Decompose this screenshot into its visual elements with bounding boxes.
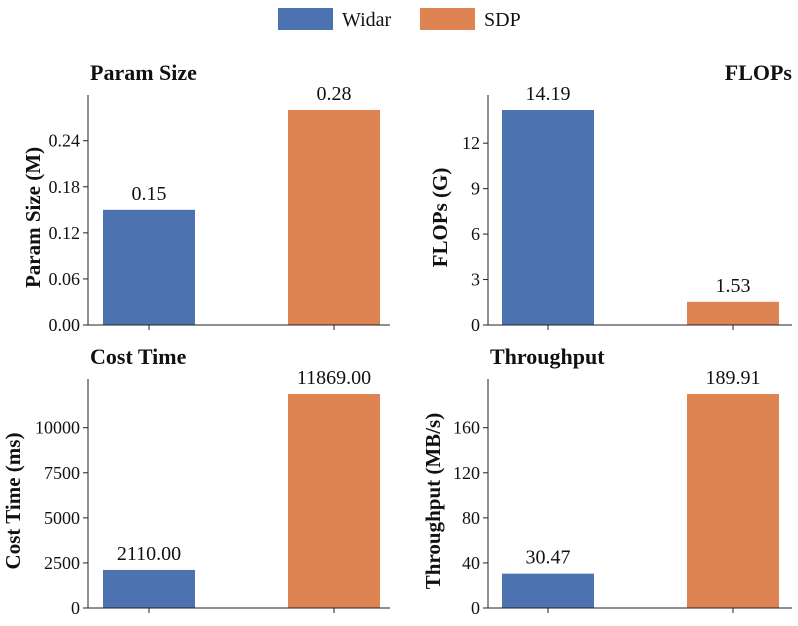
data-label-flops-widar: 14.19 bbox=[526, 83, 571, 105]
y-tick-label-flops-0: 0 bbox=[471, 315, 480, 335]
bar-throughput-widar bbox=[502, 573, 594, 608]
legend-label-widar: Widar bbox=[342, 9, 392, 31]
data-label-param-size-widar: 0.15 bbox=[132, 183, 167, 205]
legend-swatch-widar bbox=[278, 8, 333, 30]
data-label-cost-time-widar: 2110.00 bbox=[117, 543, 181, 565]
y-tick-label-param-size-4: 0.24 bbox=[49, 131, 81, 151]
y-tick-label-param-size-2: 0.12 bbox=[49, 223, 81, 243]
chart-title-param-size: Param Size bbox=[90, 60, 197, 85]
y-tick-label-flops-3: 9 bbox=[471, 179, 480, 199]
bar-param-size-sdp bbox=[288, 110, 380, 325]
panel-flops: FLOPs FLOPs (G) 14.19 1.53 0 3 6 9 12 bbox=[428, 60, 792, 335]
chart-title-throughput: Throughput bbox=[490, 344, 605, 369]
data-label-param-size-sdp: 0.28 bbox=[317, 83, 352, 105]
y-tick-label-cost-time-2: 5000 bbox=[44, 508, 80, 528]
y-tick-label-cost-time-0: 0 bbox=[71, 598, 80, 618]
data-label-throughput-widar: 30.47 bbox=[526, 547, 571, 569]
y-axis-label-cost-time: Cost Time (ms) bbox=[1, 433, 25, 570]
chart-title-flops: FLOPs bbox=[725, 60, 793, 85]
bar-cost-time-widar bbox=[103, 569, 195, 608]
y-tick-label-param-size-0: 0.00 bbox=[49, 315, 81, 335]
data-label-cost-time-sdp: 11869.00 bbox=[297, 367, 371, 389]
y-tick-label-throughput-2: 80 bbox=[462, 508, 480, 528]
y-axis-label-param-size: Param Size (M) bbox=[21, 147, 45, 288]
y-tick-label-throughput-3: 120 bbox=[453, 463, 480, 483]
y-tick-label-cost-time-4: 10000 bbox=[35, 418, 80, 438]
y-tick-label-cost-time-1: 2500 bbox=[44, 553, 80, 573]
y-tick-label-param-size-3: 0.18 bbox=[49, 177, 81, 197]
y-tick-label-throughput-1: 40 bbox=[462, 553, 480, 573]
y-tick-label-throughput-0: 0 bbox=[471, 598, 480, 618]
legend-swatch-sdp bbox=[420, 8, 475, 30]
legend: Widar SDP bbox=[278, 8, 521, 31]
y-tick-label-flops-2: 6 bbox=[471, 224, 480, 244]
y-tick-label-flops-4: 12 bbox=[462, 133, 480, 153]
chart-title-cost-time: Cost Time bbox=[90, 344, 187, 369]
panel-throughput: Throughput Throughput (MB/s) 30.47 189.91 0 4… bbox=[421, 344, 792, 618]
chart-panels: Param Size Param Size (M) 0.15 0.28 0.00 0.06… bbox=[1, 60, 792, 618]
bar-cost-time-sdp bbox=[288, 394, 380, 608]
legend-label-sdp: SDP bbox=[484, 9, 521, 31]
panel-cost-time: Cost Time Cost Time (ms) 2110.00 11869.00 0 2… bbox=[1, 344, 390, 618]
y-axis-label-flops: FLOPs (G) bbox=[428, 168, 452, 268]
bar-param-size-widar bbox=[103, 209, 195, 325]
bar-flops-sdp bbox=[687, 301, 779, 325]
bar-throughput-sdp bbox=[687, 394, 779, 608]
y-tick-label-throughput-4: 160 bbox=[453, 418, 480, 438]
bar-flops-widar bbox=[502, 110, 594, 325]
panel-param-size: Param Size Param Size (M) 0.15 0.28 0.00 0.06… bbox=[21, 60, 390, 335]
y-tick-label-flops-1: 3 bbox=[471, 270, 480, 290]
data-label-throughput-sdp: 189.91 bbox=[706, 367, 761, 389]
y-axis-label-throughput: Throughput (MB/s) bbox=[421, 413, 445, 589]
y-tick-label-cost-time-3: 7500 bbox=[44, 463, 80, 483]
data-label-flops-sdp: 1.53 bbox=[716, 275, 751, 297]
y-tick-label-param-size-1: 0.06 bbox=[49, 269, 81, 289]
